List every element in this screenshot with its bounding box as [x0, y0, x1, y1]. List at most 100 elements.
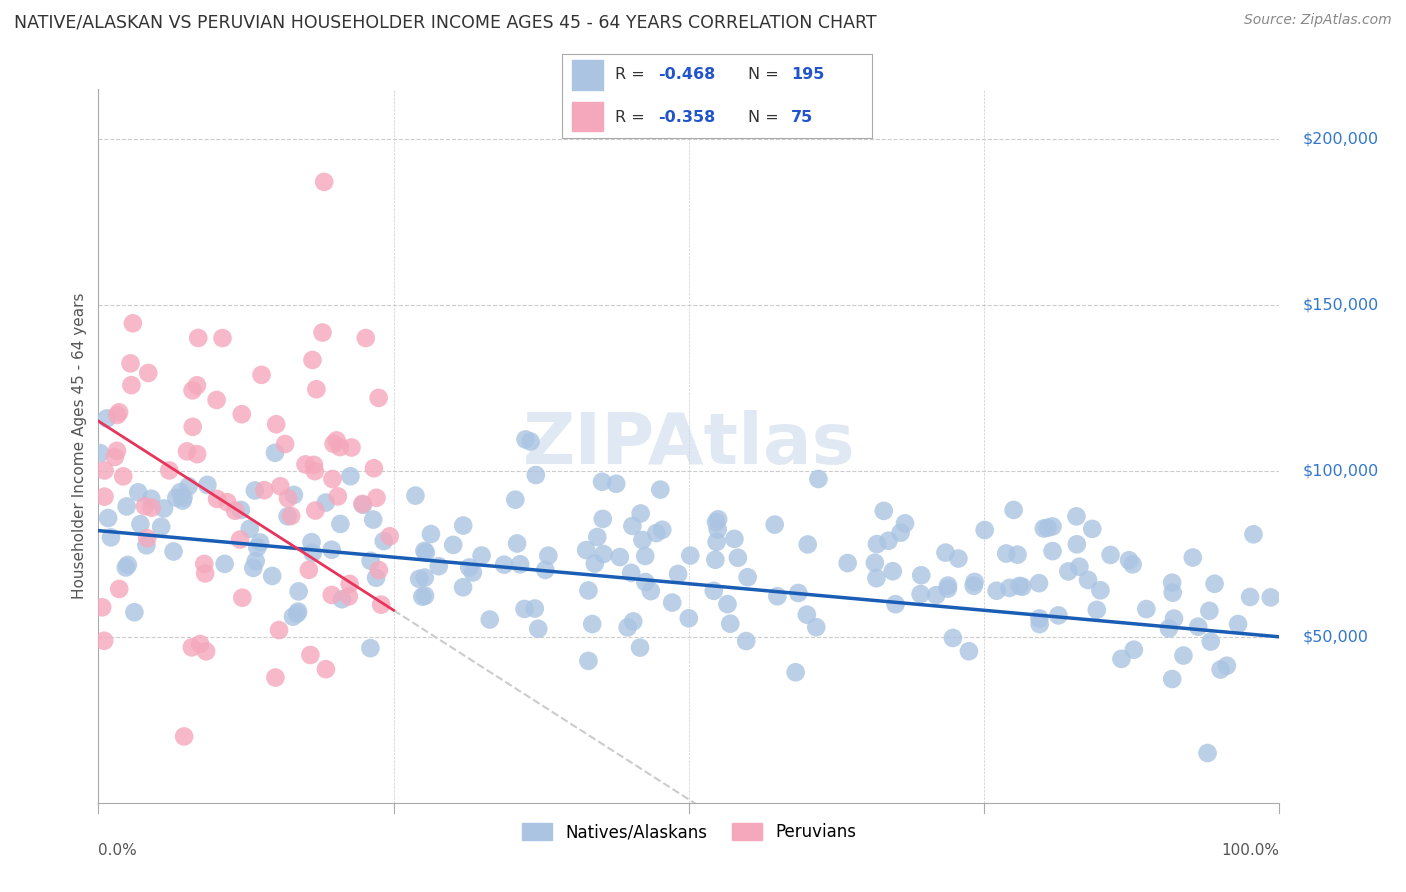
Natives/Alaskans [534, 563, 557, 577]
Natives/Alaskans [177, 479, 200, 493]
Natives/Alaskans [413, 544, 436, 558]
Natives/Alaskans [339, 469, 361, 483]
Natives/Alaskans [301, 546, 323, 560]
Natives/Alaskans [285, 607, 308, 621]
Natives/Alaskans [415, 546, 437, 560]
Natives/Alaskans [478, 613, 501, 627]
Text: NATIVE/ALASKAN VS PERUVIAN HOUSEHOLDER INCOME AGES 45 - 64 YEARS CORRELATION CHA: NATIVE/ALASKAN VS PERUVIAN HOUSEHOLDER I… [14, 13, 877, 31]
Natives/Alaskans [165, 491, 187, 505]
Peruvians [173, 730, 195, 744]
Natives/Alaskans [973, 523, 995, 537]
Text: N =: N = [748, 67, 785, 82]
Natives/Alaskans [650, 483, 672, 497]
Natives/Alaskans [621, 519, 644, 533]
Peruvians [205, 491, 228, 506]
Natives/Alaskans [963, 579, 986, 593]
Natives/Alaskans [239, 522, 262, 536]
Natives/Alaskans [330, 592, 353, 607]
Peruvians [93, 490, 115, 504]
Peruvians [93, 633, 115, 648]
Natives/Alaskans [1042, 519, 1064, 533]
Natives/Alaskans [513, 602, 536, 616]
Peruvians [301, 353, 323, 368]
Natives/Alaskans [124, 605, 146, 619]
Natives/Alaskans [716, 597, 738, 611]
Natives/Alaskans [807, 472, 830, 486]
Natives/Alaskans [404, 489, 426, 503]
Peruvians [280, 508, 302, 523]
Natives/Alaskans [1085, 603, 1108, 617]
Natives/Alaskans [141, 491, 163, 506]
Natives/Alaskans [89, 446, 111, 460]
Peruvians [305, 382, 328, 396]
Natives/Alaskans [243, 483, 266, 498]
Natives/Alaskans [471, 549, 494, 563]
Text: $50,000: $50,000 [1303, 630, 1369, 644]
Natives/Alaskans [537, 549, 560, 563]
Peruvians [304, 464, 326, 478]
Peruvians [294, 458, 316, 472]
Natives/Alaskans [785, 665, 807, 680]
Natives/Alaskans [1187, 620, 1209, 634]
Natives/Alaskans [877, 533, 900, 548]
Natives/Alaskans [1260, 591, 1282, 605]
Natives/Alaskans [578, 583, 600, 598]
Natives/Alaskans [287, 605, 309, 619]
Natives/Alaskans [995, 547, 1018, 561]
Natives/Alaskans [515, 433, 537, 447]
Peruvians [105, 408, 128, 422]
Natives/Alaskans [1007, 548, 1029, 562]
Peruvians [304, 503, 326, 517]
Natives/Alaskans [461, 566, 484, 580]
Natives/Alaskans [704, 515, 727, 529]
Text: R =: R = [614, 110, 650, 125]
Text: $150,000: $150,000 [1303, 297, 1379, 312]
Natives/Alaskans [162, 544, 184, 558]
Natives/Alaskans [1099, 548, 1122, 562]
Natives/Alaskans [925, 588, 948, 602]
Natives/Alaskans [575, 543, 598, 558]
Peruvians [108, 582, 131, 596]
Text: ZIPAtlas: ZIPAtlas [523, 409, 855, 479]
Natives/Alaskans [527, 622, 550, 636]
Peruvians [93, 463, 115, 477]
Peruvians [181, 384, 204, 398]
Natives/Alaskans [1008, 579, 1031, 593]
Natives/Alaskans [1011, 580, 1033, 594]
Natives/Alaskans [411, 590, 433, 604]
Natives/Alaskans [1111, 652, 1133, 666]
Peruvians [352, 497, 374, 511]
Natives/Alaskans [763, 517, 786, 532]
Natives/Alaskans [494, 558, 516, 572]
Bar [572, 102, 603, 131]
Peruvians [315, 662, 337, 676]
Natives/Alaskans [679, 549, 702, 563]
Natives/Alaskans [1163, 611, 1185, 625]
Natives/Alaskans [1081, 522, 1104, 536]
Natives/Alaskans [458, 560, 481, 574]
Natives/Alaskans [283, 488, 305, 502]
Peruvians [299, 648, 322, 662]
Natives/Alaskans [262, 569, 284, 583]
Natives/Alaskans [678, 611, 700, 625]
Text: Source: ZipAtlas.com: Source: ZipAtlas.com [1244, 13, 1392, 28]
Natives/Alaskans [287, 584, 309, 599]
Natives/Alaskans [620, 566, 643, 580]
Peruvians [321, 472, 343, 486]
Natives/Alaskans [1118, 553, 1140, 567]
Natives/Alaskans [910, 568, 932, 582]
Natives/Alaskans [281, 609, 304, 624]
Natives/Alaskans [366, 571, 388, 585]
Peruvians [188, 637, 211, 651]
Natives/Alaskans [581, 617, 603, 632]
Natives/Alaskans [605, 476, 627, 491]
Y-axis label: Householder Income Ages 45 - 64 years: Householder Income Ages 45 - 64 years [72, 293, 87, 599]
Natives/Alaskans [873, 504, 896, 518]
Peruvians [370, 598, 392, 612]
Natives/Alaskans [796, 607, 818, 622]
Natives/Alaskans [264, 446, 287, 460]
Natives/Alaskans [1204, 576, 1226, 591]
Peruvians [378, 529, 401, 543]
Natives/Alaskans [1161, 672, 1184, 686]
Natives/Alaskans [1199, 634, 1222, 648]
